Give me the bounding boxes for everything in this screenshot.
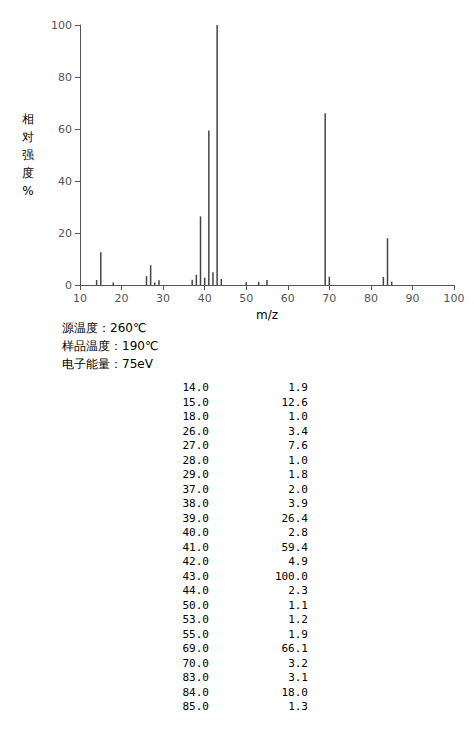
svg-text:27.0: 27.0 [183,439,210,452]
svg-text:50.0: 50.0 [183,599,210,612]
svg-text:40: 40 [58,175,72,188]
svg-text:90: 90 [405,292,419,305]
svg-text:38.0: 38.0 [183,497,210,510]
svg-text:43.0: 43.0 [183,570,210,583]
svg-text:m/z: m/z [256,308,278,322]
svg-text:20: 20 [58,227,72,240]
svg-text:50: 50 [239,292,253,305]
svg-text:39.0: 39.0 [183,512,210,525]
svg-text:12.6: 12.6 [282,396,309,409]
svg-text:85.0: 85.0 [183,700,210,713]
svg-text:1.2: 1.2 [288,613,308,626]
svg-text:60: 60 [58,123,72,136]
svg-text:%: % [22,184,33,198]
svg-text:1.9: 1.9 [288,381,308,394]
svg-text:样品温度：190℃: 样品温度：190℃ [62,339,158,353]
svg-text:18.0: 18.0 [183,410,210,423]
svg-text:60: 60 [281,292,295,305]
svg-text:26.4: 26.4 [282,512,309,525]
svg-text:30: 30 [156,292,170,305]
svg-text:41.0: 41.0 [183,541,210,554]
svg-text:4.9: 4.9 [288,555,308,568]
svg-text:70.0: 70.0 [183,657,210,670]
svg-text:度: 度 [22,166,34,180]
svg-text:66.1: 66.1 [282,642,309,655]
svg-text:10: 10 [73,292,87,305]
svg-text:84.0: 84.0 [183,686,210,699]
svg-text:3.4: 3.4 [288,425,308,438]
svg-text:100.0: 100.0 [275,570,308,583]
svg-text:对: 对 [22,130,34,144]
svg-text:1.0: 1.0 [288,410,308,423]
svg-text:1.0: 1.0 [288,454,308,467]
svg-text:0: 0 [65,279,72,292]
svg-text:26.0: 26.0 [183,425,210,438]
svg-text:7.6: 7.6 [288,439,308,452]
svg-text:28.0: 28.0 [183,454,210,467]
svg-text:80: 80 [58,71,72,84]
svg-text:1.8: 1.8 [288,468,308,481]
svg-text:15.0: 15.0 [183,396,210,409]
svg-text:53.0: 53.0 [183,613,210,626]
svg-text:42.0: 42.0 [183,555,210,568]
svg-text:20: 20 [115,292,129,305]
svg-text:100: 100 [51,19,72,32]
svg-text:3.9: 3.9 [288,497,308,510]
svg-text:44.0: 44.0 [183,584,210,597]
svg-text:55.0: 55.0 [183,628,210,641]
svg-text:18.0: 18.0 [282,686,309,699]
svg-text:2.3: 2.3 [288,584,308,597]
svg-text:源温度：260℃: 源温度：260℃ [62,321,146,335]
svg-text:69.0: 69.0 [183,642,210,655]
svg-text:相: 相 [22,112,34,126]
svg-text:2.8: 2.8 [288,526,308,539]
svg-text:3.2: 3.2 [288,657,308,670]
svg-text:3.1: 3.1 [288,671,308,684]
svg-text:100: 100 [444,292,465,305]
svg-text:29.0: 29.0 [183,468,210,481]
svg-text:70: 70 [322,292,336,305]
svg-text:59.4: 59.4 [282,541,309,554]
svg-text:40.0: 40.0 [183,526,210,539]
svg-text:83.0: 83.0 [183,671,210,684]
svg-text:1.9: 1.9 [288,628,308,641]
svg-text:80: 80 [364,292,378,305]
svg-text:1.3: 1.3 [288,700,308,713]
svg-text:37.0: 37.0 [183,483,210,496]
svg-text:电子能量：75eV: 电子能量：75eV [62,357,154,371]
svg-text:40: 40 [198,292,212,305]
svg-text:1.1: 1.1 [288,599,308,612]
svg-text:14.0: 14.0 [183,381,210,394]
svg-text:强: 强 [22,148,34,162]
svg-text:2.0: 2.0 [288,483,308,496]
